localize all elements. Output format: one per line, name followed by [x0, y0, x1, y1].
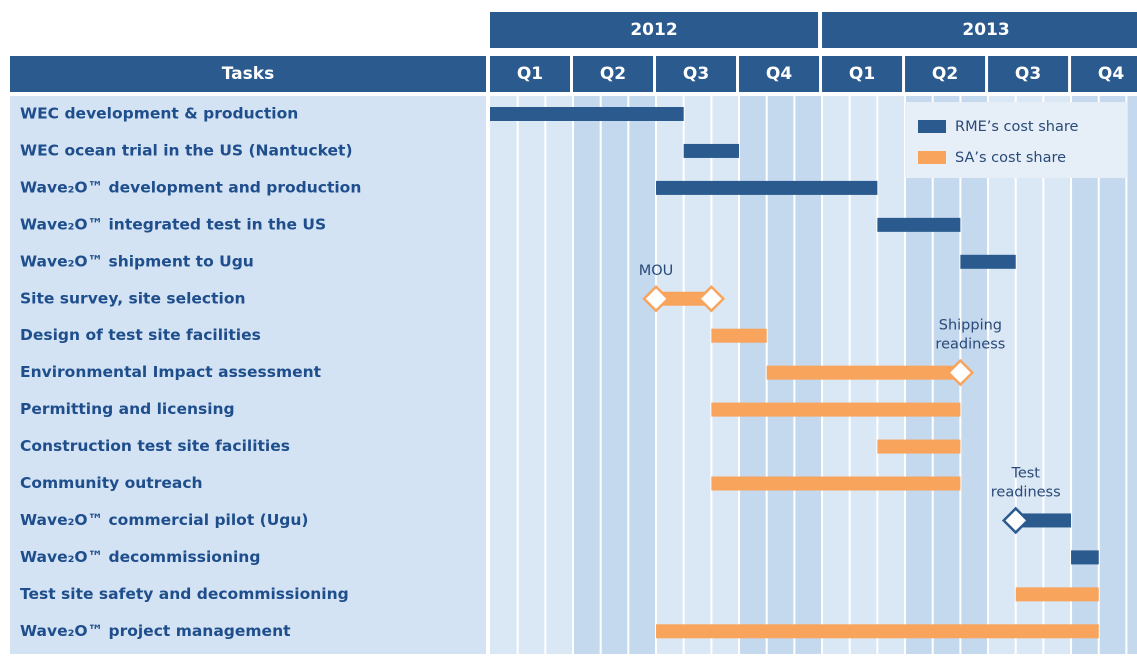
task-bar — [960, 254, 1016, 269]
quarter-label: Q4 — [766, 64, 792, 84]
task-label: Site survey, site selection — [20, 289, 246, 307]
legend-swatch — [918, 120, 946, 133]
task-label: Wave₂O™ integrated test in the US — [20, 215, 326, 233]
quarter-label: Q2 — [600, 64, 626, 84]
quarter-box — [905, 56, 986, 92]
quarter-band — [573, 96, 657, 654]
milestone — [697, 284, 726, 313]
task-label: Community outreach — [20, 474, 203, 492]
task-bar — [490, 107, 684, 121]
legend-swatch — [918, 151, 946, 164]
task-bar — [766, 365, 961, 380]
task-bar — [656, 291, 712, 306]
task-bar — [1015, 513, 1072, 528]
milestone — [1001, 506, 1030, 535]
task-label: Permitting and licensing — [20, 400, 235, 418]
task-label: Wave₂O™ decommissioning — [20, 548, 260, 566]
quarter-box — [1071, 56, 1137, 92]
task-bar — [711, 328, 767, 343]
legend-label: RME’s cost share — [955, 119, 1078, 135]
quarter-box — [988, 56, 1069, 92]
milestone-label: readiness — [935, 337, 1005, 353]
task-label: Wave₂O™ development and production — [20, 178, 361, 196]
task-bar — [1015, 587, 1099, 602]
task-label: Construction test site facilities — [20, 437, 290, 455]
milestone — [642, 284, 670, 313]
quarter-label: Q3 — [683, 64, 709, 84]
quarter-label: Q3 — [1015, 64, 1041, 84]
task-label: Wave₂O™ shipment to Ugu — [20, 252, 254, 270]
task-bar — [656, 624, 1099, 639]
task-label: Wave₂O™ commercial pilot (Ugu) — [20, 511, 309, 529]
quarter-label: Q2 — [932, 64, 958, 84]
year-box — [490, 12, 819, 48]
milestone-label: MOU — [639, 263, 674, 279]
year-box — [822, 12, 1137, 48]
milestone — [946, 358, 975, 387]
task-header-box — [10, 56, 486, 92]
task-label: Wave₂O™ project management — [20, 622, 291, 640]
quarter-box — [490, 56, 571, 92]
year-label: 2013 — [962, 20, 1009, 40]
quarter-band — [490, 96, 574, 654]
task-panel — [10, 96, 486, 654]
year-label: 2012 — [630, 20, 677, 40]
quarter-band — [656, 96, 740, 654]
legend-box — [905, 102, 1127, 178]
legend-label: SA’s cost share — [955, 150, 1066, 166]
task-label: Environmental Impact assessment — [20, 363, 322, 381]
quarter-label: Q4 — [1098, 64, 1124, 84]
quarter-label: Q1 — [849, 64, 875, 84]
task-bar — [877, 217, 961, 232]
task-bar — [1071, 550, 1099, 565]
quarter-box — [656, 56, 737, 92]
quarter-band — [988, 96, 1072, 654]
task-bar — [711, 402, 961, 417]
quarter-box — [739, 56, 820, 92]
milestone-label: Shipping — [939, 318, 1002, 334]
task-header: Tasks — [222, 64, 274, 84]
task-label: WEC development & production — [20, 105, 298, 123]
task-label: Design of test site facilities — [20, 326, 261, 344]
milestone-label: readiness — [991, 484, 1061, 500]
quarter-label: Q1 — [517, 64, 543, 84]
task-bar — [877, 439, 961, 454]
task-bar — [656, 180, 878, 195]
task-label: WEC ocean trial in the US (Nantucket) — [20, 141, 353, 159]
quarter-box — [573, 56, 654, 92]
task-bar — [683, 143, 740, 158]
milestone-label: Test — [1010, 465, 1040, 481]
quarter-box — [822, 56, 903, 92]
task-label: Test site safety and decommissioning — [20, 585, 349, 603]
task-bar — [711, 476, 961, 491]
